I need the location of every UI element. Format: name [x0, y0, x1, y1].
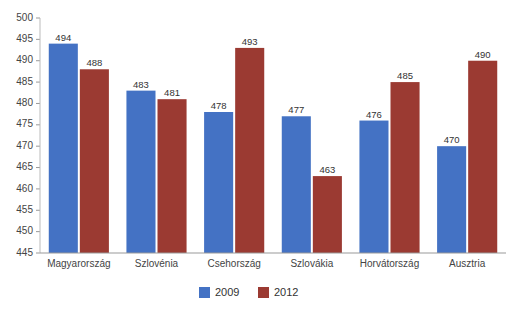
- data-label: 485: [397, 70, 413, 81]
- y-tick-label: 495: [16, 33, 33, 44]
- x-tick-label: Horvátország: [360, 258, 419, 269]
- y-tick-label: 450: [16, 225, 33, 236]
- x-tick-label: Szlovénia: [135, 258, 179, 269]
- bar: [359, 121, 388, 253]
- y-tick: [36, 231, 40, 232]
- y-tick: [36, 124, 40, 125]
- bar: [468, 61, 497, 253]
- x-tick-label: Ausztria: [449, 258, 486, 269]
- data-label: 483: [133, 79, 149, 90]
- bar: [49, 44, 78, 253]
- chart: 4454504554604654704754804854904955004944…: [0, 0, 516, 309]
- bar: [235, 48, 264, 253]
- data-label: 493: [242, 36, 258, 47]
- legend-swatch: [258, 287, 269, 298]
- y-tick-label: 465: [16, 161, 33, 172]
- bar: [282, 116, 311, 253]
- bar: [126, 91, 155, 253]
- y-tick: [36, 18, 40, 19]
- y-axis: 445 450 455 460 465 470 475 480 485 490 495 500: [16, 12, 40, 258]
- data-label: 481: [164, 87, 180, 98]
- y-tick-label: 460: [16, 183, 33, 194]
- y-tick-label: 455: [16, 204, 33, 215]
- y-tick-label: 445: [16, 247, 33, 258]
- bar: [437, 146, 466, 253]
- y-tick: [36, 103, 40, 104]
- bar: [313, 176, 342, 253]
- legend-label: 2012: [274, 286, 298, 298]
- bars: [49, 44, 497, 253]
- y-tick-label: 475: [16, 118, 33, 129]
- x-tick-label: Csehország: [207, 258, 260, 269]
- data-labels: 494 483 478 477 476 470 488 481 493 463 485 490: [55, 32, 490, 175]
- bar: [80, 69, 109, 253]
- bar: [391, 82, 420, 253]
- y-tick: [36, 210, 40, 211]
- y-tick-label: 490: [16, 54, 33, 65]
- data-label: 494: [55, 32, 71, 43]
- x-tick-label: Magyarország: [47, 258, 110, 269]
- y-tick: [36, 188, 40, 189]
- y-tick: [36, 82, 40, 83]
- bar: [204, 112, 233, 253]
- data-label: 490: [475, 49, 491, 60]
- data-label: 477: [288, 104, 304, 115]
- data-label: 463: [319, 164, 335, 175]
- y-axis-line: [40, 18, 41, 253]
- x-axis: Magyarország Szlovénia Csehország Szlovákia…: [40, 253, 506, 269]
- data-label: 488: [86, 57, 102, 68]
- y-tick: [36, 146, 40, 147]
- data-label: 478: [211, 100, 227, 111]
- y-tick-label: 485: [16, 76, 33, 87]
- y-tick: [36, 39, 40, 40]
- y-tick-label: 470: [16, 140, 33, 151]
- y-tick: [36, 167, 40, 168]
- x-axis-line: [40, 253, 506, 254]
- y-tick: [36, 60, 40, 61]
- legend: 2009 2012: [199, 286, 298, 298]
- bar: [158, 99, 187, 253]
- y-tick-label: 480: [16, 97, 33, 108]
- y-tick: [36, 253, 40, 254]
- data-label: 470: [444, 134, 460, 145]
- x-tick-label: Szlovákia: [290, 258, 333, 269]
- y-tick-label: 500: [16, 12, 33, 23]
- data-label: 476: [366, 109, 382, 120]
- legend-swatch: [199, 287, 210, 298]
- legend-label: 2009: [215, 286, 239, 298]
